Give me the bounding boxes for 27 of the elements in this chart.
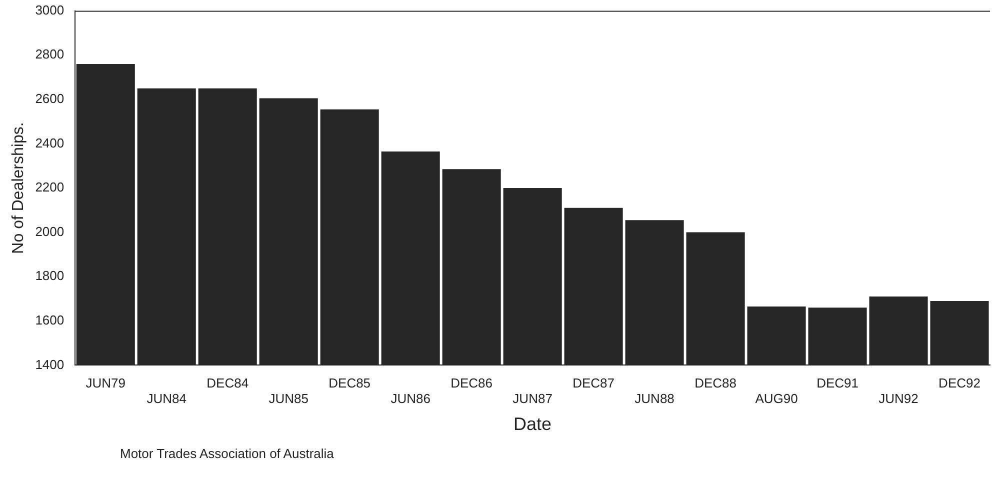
y-tick-label: 2400 xyxy=(35,135,64,150)
x-tick-label: DEC91 xyxy=(816,376,858,391)
y-tick-label: 2200 xyxy=(35,180,64,195)
x-tick-label: AUG90 xyxy=(755,391,798,406)
x-tick-label: JUN88 xyxy=(634,391,674,406)
x-tick-label: JUN84 xyxy=(146,391,186,406)
text: Motor Trades Association of Australia xyxy=(120,446,334,461)
x-tick-label: JUN92 xyxy=(878,391,918,406)
y-tick-label: 1400 xyxy=(35,356,64,372)
x-tick-label: DEC86 xyxy=(450,376,493,391)
x-tick-label: JUN87 xyxy=(512,391,552,406)
x-tick-label: JUN85 xyxy=(268,391,308,406)
y-axis-title: No of Dealerships. xyxy=(10,122,28,254)
x-tick-label: DEC88 xyxy=(694,376,736,391)
y-tick-label: 2000 xyxy=(35,224,64,239)
x-tick-label: DEC87 xyxy=(572,376,615,391)
x-tick-label: DEC84 xyxy=(206,376,249,391)
x-axis-title: Date xyxy=(514,414,552,434)
y-tick-label: 3000 xyxy=(35,2,64,18)
x-tick-label: DEC92 xyxy=(938,376,980,391)
y-tick-label: 1800 xyxy=(35,268,64,284)
x-tick-label: JUN86 xyxy=(390,391,430,406)
x-tick-label: JUN79 xyxy=(86,376,126,391)
y-tick-label: 2600 xyxy=(35,90,64,106)
y-tick-label: 2800 xyxy=(35,46,64,62)
y-tick-label: 1600 xyxy=(35,312,64,328)
x-tick-label: DEC85 xyxy=(328,376,371,391)
